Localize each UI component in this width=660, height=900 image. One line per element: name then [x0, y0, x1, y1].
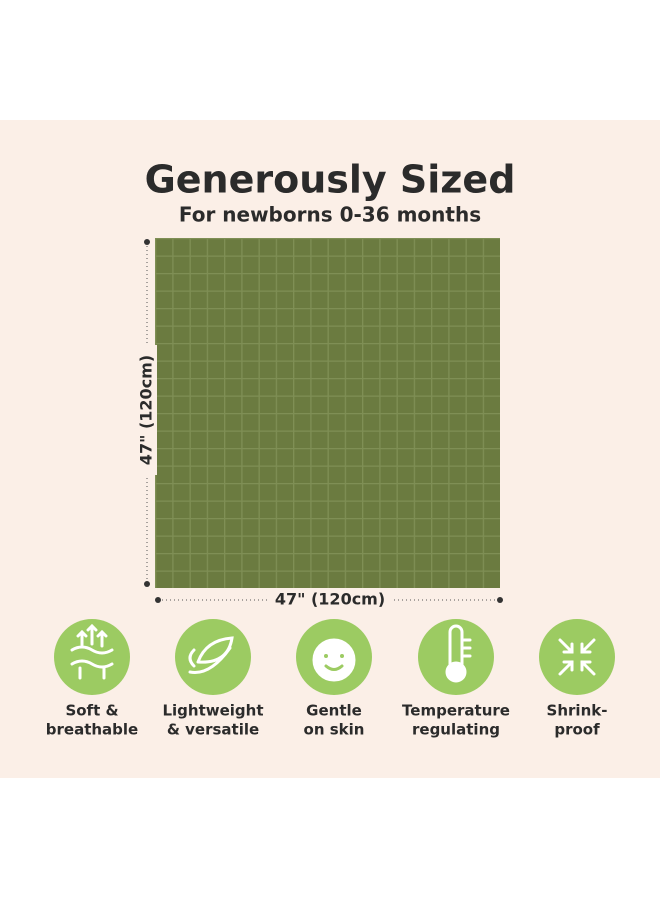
title: Generously Sized	[145, 158, 516, 202]
icon-circle	[175, 619, 251, 695]
feature-label: Shrink-	[547, 702, 608, 720]
icon-thermometer	[448, 624, 472, 666]
dimension-end	[144, 239, 150, 245]
icon-circle	[418, 619, 494, 695]
feature-label: regulating	[412, 721, 500, 739]
feature-label: on skin	[304, 721, 365, 739]
feature-label: Soft &	[65, 702, 118, 720]
icon-circle	[539, 619, 615, 695]
blanket	[155, 238, 500, 588]
dimension-end	[144, 581, 150, 587]
label-backing	[268, 590, 392, 610]
feature-label: breathable	[46, 721, 138, 739]
icon-soft	[70, 623, 114, 680]
feature-icons	[54, 619, 615, 695]
icon-feather	[188, 636, 234, 674]
icon-eye	[324, 654, 328, 658]
feature-label: Temperature	[402, 702, 510, 720]
icon-face	[312, 638, 356, 682]
dimension-end	[497, 597, 503, 603]
dimension-end	[155, 597, 161, 603]
feature-label: proof	[554, 721, 600, 739]
icon-eye	[340, 654, 344, 658]
feature-label: & versatile	[167, 721, 259, 739]
icon-bulb	[445, 661, 467, 683]
icon-shrink	[558, 638, 596, 676]
feature-label: Lightweight	[162, 702, 263, 720]
icon-smile	[324, 664, 344, 671]
feature-label: Gentle	[306, 702, 362, 720]
subtitle: For newborns 0-36 months	[179, 203, 481, 227]
width-label: 47" (120cm)	[275, 590, 385, 609]
height-label: 47" (120cm)	[137, 355, 156, 465]
icon-circle	[54, 619, 130, 695]
label-backing	[137, 345, 157, 475]
feature-labels: Soft &breathable Lightweight& versatile Ge…	[46, 702, 608, 739]
